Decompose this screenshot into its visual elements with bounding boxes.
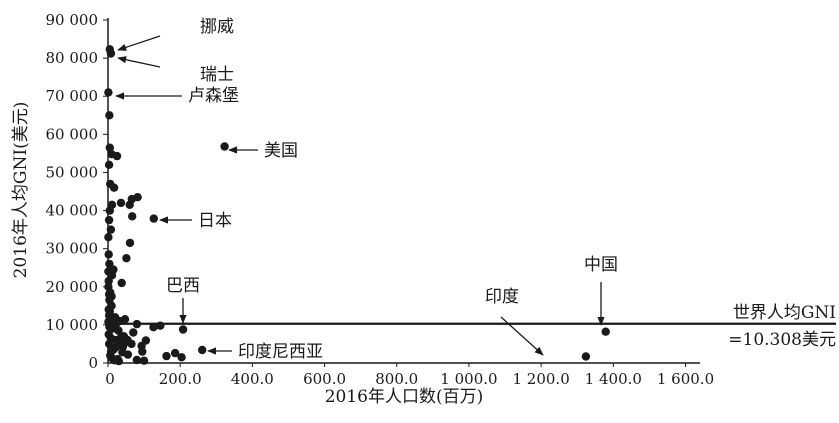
y-tick-label: 60 000 — [46, 125, 99, 143]
data-point — [117, 278, 126, 288]
data-point — [106, 225, 116, 234]
data-point — [170, 348, 180, 358]
data-point — [104, 88, 113, 97]
data-point — [132, 355, 142, 365]
data-point — [104, 330, 113, 339]
data-point — [156, 321, 165, 330]
data-point — [178, 325, 188, 334]
data-point — [132, 319, 142, 329]
data-point — [128, 212, 137, 221]
data-point — [138, 347, 147, 356]
annotation-label: 挪威 — [200, 17, 234, 37]
data-point — [105, 111, 114, 120]
data-point — [104, 160, 114, 169]
data-point — [105, 206, 115, 215]
data-point — [106, 315, 115, 324]
x-tick-label: 800.0 — [375, 370, 418, 388]
y-tick-label: 0 — [88, 354, 98, 372]
reference-line-label-1: 世界人均GNI — [733, 303, 836, 323]
data-point — [108, 321, 118, 330]
data-point — [119, 339, 129, 349]
data-point — [198, 345, 207, 355]
data-point — [117, 332, 126, 341]
data-point — [129, 328, 138, 337]
x-tick-label: 0 — [105, 370, 115, 388]
data-point — [109, 183, 119, 192]
annotation-label: 印度 — [485, 287, 519, 307]
data-point — [601, 327, 610, 336]
y-tick-label: 50 000 — [46, 163, 99, 181]
data-point — [105, 143, 115, 152]
x-tick-label: 1 200.0 — [512, 370, 569, 388]
data-point — [127, 339, 136, 349]
data-point — [114, 356, 124, 366]
x-ticks: 0 200.0 400.0 600.0 800.0 1 000.0 1 200.0 1 400… — [105, 363, 714, 388]
y-tick-label: 10 000 — [46, 316, 99, 334]
data-point — [104, 215, 114, 225]
annotation-arrow — [117, 56, 161, 68]
x-tick-label: 1 600.0 — [657, 370, 714, 388]
y-axis-label: 2016年人均GNI(美元) — [11, 102, 31, 279]
data-point — [116, 198, 126, 208]
data-point — [177, 353, 186, 362]
y-tick-label: 40 000 — [46, 202, 99, 220]
annotation-label: 美国 — [264, 141, 298, 161]
x-tick-label: 1 000.0 — [440, 370, 497, 388]
annotation-label: 卢森堡 — [188, 86, 239, 106]
y-tick-label: 30 000 — [46, 240, 99, 258]
y-tick-label: 90 000 — [46, 11, 99, 29]
data-points — [104, 45, 610, 366]
data-point — [149, 323, 158, 332]
data-point — [162, 351, 171, 361]
data-point — [104, 290, 114, 299]
x-tick-label: 600.0 — [303, 370, 346, 388]
x-axis-label: 2016年人口数(百万) — [325, 387, 484, 407]
data-point — [104, 250, 113, 259]
data-point — [107, 347, 116, 356]
data-point — [123, 350, 133, 359]
y-tick-label: 80 000 — [46, 49, 99, 67]
data-point — [139, 356, 149, 365]
y-tick-label: 20 000 — [46, 278, 99, 296]
data-point — [125, 238, 135, 248]
axes — [107, 18, 700, 364]
data-point — [149, 214, 158, 223]
data-point — [112, 151, 122, 161]
data-point — [220, 142, 229, 151]
reference-line-label-2: =10.308美元 — [728, 330, 836, 350]
annotation-label: 中国 — [584, 255, 618, 275]
annotation-label: 日本 — [198, 211, 232, 231]
data-point — [106, 49, 116, 58]
data-point — [104, 233, 113, 242]
data-point — [104, 339, 114, 349]
data-point — [125, 200, 134, 209]
data-point — [122, 254, 131, 263]
annotation-arrow — [500, 316, 544, 356]
data-point — [104, 267, 113, 276]
annotation-label: 印度尼西亚 — [238, 342, 323, 362]
annotation-label: 瑞士 — [200, 65, 234, 85]
x-tick-label: 200.0 — [159, 370, 202, 388]
y-ticks: 0 10 000 20 000 30 000 40 000 50 000 60 000 70 … — [46, 11, 108, 372]
annotation-label: 巴西 — [166, 276, 200, 296]
annotation-arrow — [117, 35, 161, 51]
y-tick-label: 70 000 — [46, 87, 99, 105]
x-tick-label: 400.0 — [231, 370, 274, 388]
data-point — [581, 352, 591, 361]
x-tick-label: 1 400.0 — [585, 370, 642, 388]
